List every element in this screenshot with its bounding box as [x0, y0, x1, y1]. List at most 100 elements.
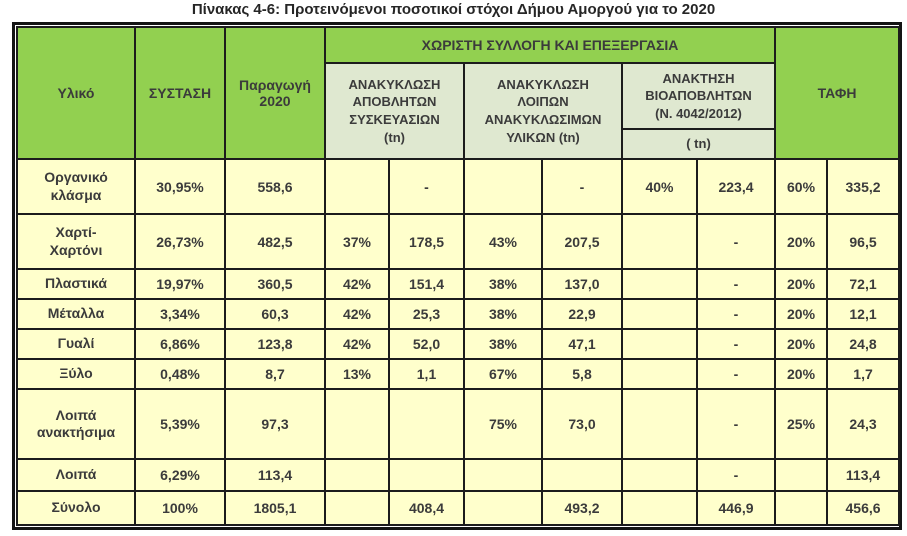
table-row: Χαρτί- Χαρτόνι 26,73% 482,5 37% 178,5 43…	[16, 213, 901, 270]
value-cell: 493,2	[541, 490, 623, 526]
value-cell: 96,5	[826, 213, 901, 270]
value-cell: 6,29%	[134, 458, 226, 492]
header-row-units: ( tn)	[17, 128, 899, 160]
value-cell: 26,73%	[134, 213, 226, 270]
material-cell: Χαρτί- Χαρτόνι	[16, 213, 136, 270]
value-cell: 52,0	[388, 328, 465, 360]
value-cell	[621, 458, 698, 492]
table-row: Οργανικό κλάσμα 30,95% 558,6 - - 40% 223…	[16, 158, 901, 215]
value-cell: 40%	[621, 158, 698, 215]
value-cell	[621, 490, 698, 526]
value-cell: -	[695, 213, 777, 270]
value-cell: 42%	[324, 298, 390, 330]
material-cell: Πλαστικά	[16, 268, 136, 300]
value-cell: -	[695, 358, 777, 390]
value-cell: 3,34%	[134, 298, 226, 330]
value-cell: -	[695, 328, 777, 360]
value-cell	[621, 388, 698, 460]
value-cell: 30,95%	[134, 158, 226, 215]
value-cell: 1805,1	[224, 490, 326, 526]
col-header-biowaste-recovery: ΑΝΑΚΤΗΣΗ ΒΙΟΑΠΟΒΛΗΤΩΝ (Ν. 4042/2012)	[620, 62, 777, 130]
value-cell: 113,4	[826, 458, 901, 492]
col-header-material: Υλικό	[16, 26, 136, 160]
value-cell: 113,4	[224, 458, 326, 492]
material-cell: Λοιπά	[16, 458, 136, 492]
value-cell: 1,1	[388, 358, 465, 390]
material-cell: Μέταλλα	[16, 298, 136, 330]
value-cell	[324, 388, 390, 460]
value-cell	[774, 458, 829, 492]
value-cell: 25,3	[388, 298, 465, 330]
value-cell: 456,6	[826, 490, 901, 526]
value-cell: -	[541, 158, 623, 215]
value-cell: 25%	[774, 388, 829, 460]
material-cell: Ξύλο	[16, 358, 136, 390]
value-cell	[621, 268, 698, 300]
col-header-separate-collection: ΧΩΡΙΣΤΗ ΣΥΛΛΟΓΗ ΚΑΙ ΕΠΕΞΕΡΓΑΣΙΑ	[323, 26, 777, 64]
value-cell: 60%	[774, 158, 829, 215]
value-cell	[621, 298, 698, 330]
value-cell	[621, 358, 698, 390]
value-cell: 22,9	[541, 298, 623, 330]
value-cell	[324, 158, 390, 215]
value-cell: -	[695, 298, 777, 330]
value-cell: 20%	[774, 358, 829, 390]
value-cell: 19,97%	[134, 268, 226, 300]
value-cell	[774, 490, 829, 526]
value-cell	[463, 490, 543, 526]
value-cell: 0,48%	[134, 358, 226, 390]
value-cell: 178,5	[388, 213, 465, 270]
value-cell	[388, 388, 465, 460]
material-cell: Λοιπά ανακτήσιμα	[16, 388, 136, 460]
value-cell: 123,8	[224, 328, 326, 360]
value-cell: -	[388, 158, 465, 215]
value-cell: 24,3	[826, 388, 901, 460]
value-cell: 38%	[463, 298, 543, 330]
col-header-biowaste-unit: ( tn)	[620, 128, 777, 160]
value-cell: 13%	[324, 358, 390, 390]
col-header-packaging-recycling: ΑΝΑΚΥΚΛΩΣΗ ΑΠΟΒΛΗΤΩΝ ΣΥΣΚΕΥΑΣΙΩΝ (tn)	[324, 62, 465, 160]
table-row: Λοιπά ανακτήσιμα 5,39% 97,3 75% 73,0 - 2…	[16, 388, 901, 460]
table-row: Γυαλί 6,86% 123,8 42% 52,0 38% 47,1 - 20…	[16, 328, 901, 360]
value-cell: 446,9	[695, 490, 777, 526]
value-cell: 360,5	[224, 268, 326, 300]
value-cell	[621, 213, 698, 270]
value-cell	[541, 458, 623, 492]
value-cell: 558,6	[224, 158, 326, 215]
table-row: Πλαστικά 19,97% 360,5 42% 151,4 38% 137,…	[16, 268, 901, 300]
value-cell	[463, 158, 543, 215]
value-cell	[324, 490, 390, 526]
value-cell: -	[695, 388, 777, 460]
value-cell: -	[695, 458, 777, 492]
value-cell: 408,4	[388, 490, 465, 526]
material-cell: Γυαλί	[16, 328, 136, 360]
value-cell: -	[695, 268, 777, 300]
value-cell: 8,7	[224, 358, 326, 390]
value-cell: 38%	[463, 268, 543, 300]
value-cell: 5,39%	[134, 388, 226, 460]
table-row: Μέταλλα 3,34% 60,3 42% 25,3 38% 22,9 - 2…	[16, 298, 901, 330]
value-cell: 97,3	[224, 388, 326, 460]
value-cell: 43%	[463, 213, 543, 270]
value-cell: 6,86%	[134, 328, 226, 360]
value-cell: 67%	[463, 358, 543, 390]
value-cell: 42%	[324, 268, 390, 300]
material-cell: Οργανικό κλάσμα	[16, 158, 136, 215]
value-cell: 223,4	[695, 158, 777, 215]
value-cell: 5,8	[541, 358, 623, 390]
value-cell: 482,5	[224, 213, 326, 270]
value-cell: 20%	[774, 328, 829, 360]
value-cell: 151,4	[388, 268, 465, 300]
value-cell: 1,7	[826, 358, 901, 390]
value-cell: 100%	[134, 490, 226, 526]
table-row: Ξύλο 0,48% 8,7 13% 1,1 67% 5,8 - 20% 1,7	[16, 358, 901, 390]
value-cell: 207,5	[541, 213, 623, 270]
header-row-subgroups: ΑΝΑΚΥΚΛΩΣΗ ΑΠΟΒΛΗΤΩΝ ΣΥΣΚΕΥΑΣΙΩΝ (tn) ΑΝ…	[17, 62, 899, 160]
value-cell: 137,0	[541, 268, 623, 300]
targets-table-container: Υλικό ΣΥΣΤΑΣΗ Παραγωγή 2020 ΧΩΡΙΣΤΗ ΣΥΛΛ…	[12, 22, 902, 530]
value-cell	[388, 458, 465, 492]
table-title: Πίνακας 4-6: Προτεινόμενοι ποσοτικοί στό…	[191, 1, 716, 18]
value-cell: 37%	[324, 213, 390, 270]
col-header-composition: ΣΥΣΤΑΣΗ	[134, 26, 226, 160]
value-cell	[621, 328, 698, 360]
